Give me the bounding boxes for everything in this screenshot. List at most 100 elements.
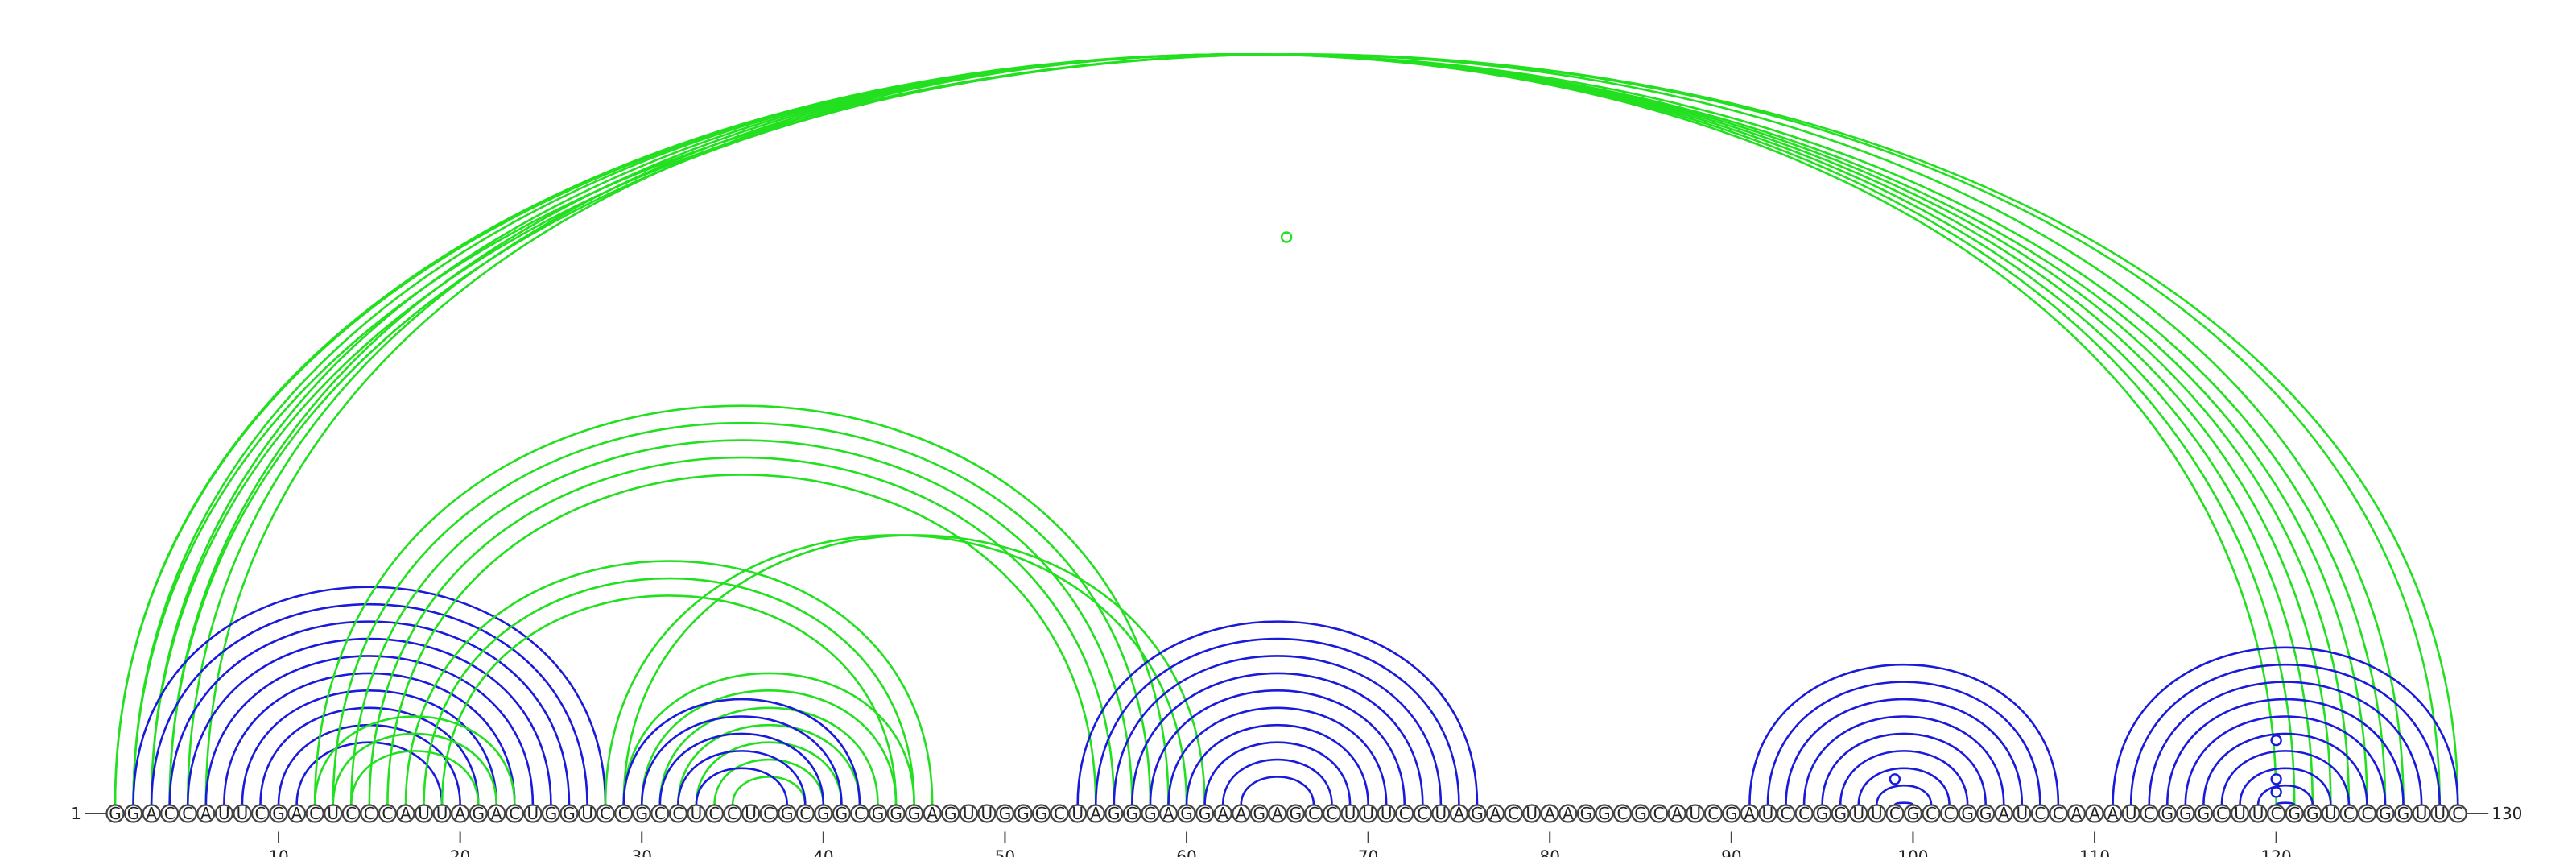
svg-text:U: U	[1362, 804, 1374, 823]
svg-text:G: G	[2161, 804, 2174, 823]
arc-blue-57-73	[1131, 672, 1424, 805]
tick-label-60: 60	[1176, 847, 1196, 857]
nucleotide-47: G	[941, 804, 960, 823]
nucleotide-119: U	[2248, 804, 2268, 823]
nucleotide-125: C	[2357, 804, 2377, 823]
arc-green-4-122	[168, 53, 2314, 805]
nucleotide-108: C	[2049, 804, 2068, 823]
nucleotide-115: G	[2176, 804, 2195, 823]
svg-text:C: C	[1944, 804, 1955, 823]
tick-label-120: 120	[2261, 847, 2292, 857]
nucleotide-92: U	[1758, 804, 1777, 823]
svg-text:G: G	[2198, 804, 2211, 823]
nucleotide-42: C	[850, 804, 869, 823]
nucleotide-67: C	[1304, 804, 1323, 823]
nucleotide-22: A	[487, 804, 506, 823]
tick-label-40: 40	[813, 847, 833, 857]
nucleotide-93: C	[1776, 804, 1796, 823]
arc-green-3-123	[150, 53, 2332, 805]
nucleotide-9: C	[250, 804, 270, 823]
nucleotide-13: U	[324, 804, 343, 823]
svg-text:U: U	[1344, 804, 1356, 823]
nucleotide-38: G	[778, 804, 797, 823]
position-axis: 10 20 30 40 50 60 70 80 90 100 110 120	[268, 831, 2292, 857]
arc-blue-63-67	[1240, 776, 1315, 805]
svg-text:U: U	[2234, 804, 2246, 823]
nucleotide-63: A	[1232, 804, 1251, 823]
tick-label-110: 110	[2079, 847, 2110, 857]
nucleotide-12: C	[305, 804, 324, 823]
svg-text:A: A	[2107, 804, 2119, 823]
svg-text:G: G	[1253, 804, 1266, 823]
nucleotide-61: G	[1195, 804, 1215, 823]
nucleotide-111: A	[2103, 804, 2123, 823]
arc-blue-118-123	[2239, 767, 2332, 805]
arc-blue-30-41	[640, 715, 843, 805]
nucleotide-100: G	[1903, 804, 1923, 823]
tick-label-100: 100	[1897, 847, 1928, 857]
arc-blue-93-106	[1785, 698, 2024, 805]
arc-green-34-40	[713, 758, 825, 805]
arc-blue-114-127	[2165, 698, 2405, 805]
nucleotide-129: U	[2430, 804, 2450, 823]
nucleotide-91: A	[1740, 804, 1759, 823]
nucleotide-20: A	[451, 804, 470, 823]
nucleotide-99: C	[1885, 804, 1905, 823]
nucleotide-83: G	[1595, 804, 1614, 823]
nucleotide-103: G	[1958, 804, 1977, 823]
svg-text:G: G	[635, 804, 648, 823]
arc-blue-116-125	[2202, 732, 2368, 805]
nucleotide-88: U	[1686, 804, 1705, 823]
nucleotide-28: C	[596, 804, 615, 823]
nucleotide-15: C	[360, 804, 379, 823]
nucleotide-109: A	[2066, 804, 2087, 823]
arc-blue-91-108	[1748, 663, 2060, 805]
svg-text:C: C	[1926, 804, 1937, 823]
svg-text:G: G	[872, 804, 885, 823]
svg-text:U: U	[237, 804, 249, 823]
arc-green-19-44	[440, 594, 898, 805]
svg-text:G: G	[1180, 804, 1193, 823]
svg-text:C: C	[509, 804, 520, 823]
svg-text:A: A	[400, 804, 411, 823]
svg-text:G: G	[1017, 804, 1030, 823]
tick-label-10: 10	[268, 847, 288, 857]
nucleotide-102: C	[1939, 804, 1959, 823]
nucleotide-86: C	[1649, 804, 1669, 823]
svg-text:U: U	[2325, 804, 2337, 823]
svg-text:A: A	[1236, 804, 1247, 823]
svg-text:U: U	[2434, 804, 2446, 823]
nucleotide-112: U	[2121, 804, 2140, 823]
nucleotide-50: G	[995, 804, 1015, 823]
nucleotide-124: C	[2339, 804, 2359, 823]
svg-text:A: A	[927, 804, 938, 823]
nucleotide-130: C	[2448, 804, 2467, 823]
tick-label-20: 20	[450, 847, 470, 857]
svg-text:C: C	[763, 804, 774, 823]
nucleotide-8: U	[233, 804, 252, 823]
arc-green-5-121	[186, 53, 2296, 805]
nucleotide-68: C	[1322, 804, 1342, 823]
nucleotide-85: G	[1631, 804, 1650, 823]
svg-text:C: C	[1707, 804, 1719, 823]
arc-blue-112-129	[2129, 663, 2441, 805]
nucleotide-64: G	[1249, 804, 1269, 823]
svg-text:C: C	[1417, 804, 1428, 823]
arc-green-14-21	[349, 750, 480, 805]
svg-text:U: U	[436, 804, 448, 823]
nucleotide-56: G	[1104, 804, 1124, 823]
svg-text:C: C	[672, 804, 683, 823]
nucleotide-32: C	[668, 804, 687, 823]
nucleotide-98: U	[1867, 804, 1886, 823]
nucleotide-49: U	[977, 804, 997, 823]
nucleotide-43: G	[868, 804, 888, 823]
nucleotide-65: A	[1268, 804, 1287, 823]
svg-text:A: A	[1490, 804, 1501, 823]
nucleotide-26: G	[559, 804, 579, 823]
svg-text:G: G	[1199, 804, 1212, 823]
svg-text:C: C	[2343, 804, 2355, 823]
arc-green-12-59	[313, 404, 1170, 805]
svg-text:C: C	[364, 804, 375, 823]
svg-text:U: U	[1762, 804, 1774, 823]
